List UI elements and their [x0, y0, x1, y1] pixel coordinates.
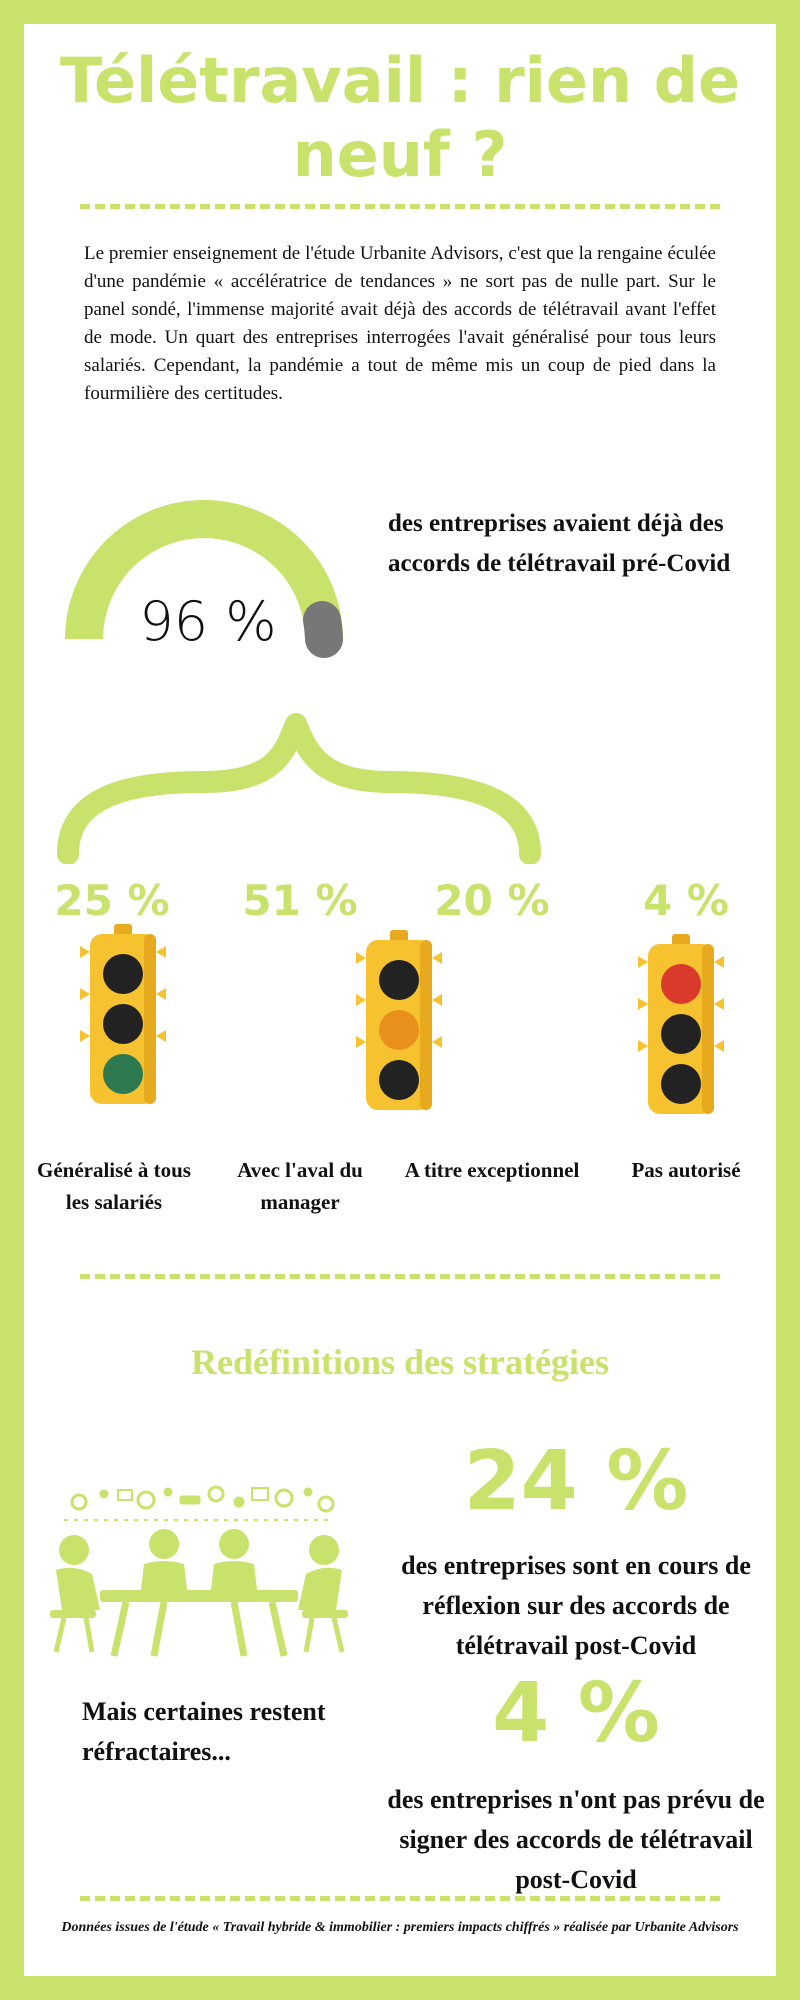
section-title: Redéfinitions des stratégies: [191, 1342, 609, 1382]
stat-24-value: 24 %: [463, 1434, 689, 1529]
gauge-chart: [65, 500, 343, 658]
stat-24-text: des entreprises sont en cours de réflexi…: [401, 1551, 751, 1660]
divider-middle: [80, 1274, 720, 1279]
traffic-light-orange-icon: [356, 930, 442, 1110]
category-aval-manager: Avec l'aval du manager: [237, 1158, 363, 1214]
gauge-rest-arc: [303, 601, 343, 658]
category-exceptionnel: A titre exceptionnel: [404, 1158, 580, 1182]
pct-pas-autorise: 4 %: [643, 876, 729, 925]
pct-exceptionnel: 20 %: [434, 876, 550, 925]
divider-top: [80, 204, 720, 209]
meeting-illustration-icon: [50, 1485, 348, 1657]
stat-4-value: 4 %: [492, 1666, 660, 1761]
infographic-page: Télétravail : rien de neuf ? Le premier …: [24, 24, 776, 1976]
pct-aval-manager: 51 %: [242, 876, 358, 925]
gauge-value: 96 %: [139, 590, 277, 653]
gauge-fill-arc: [65, 500, 343, 640]
category-pas-autorise: Pas autorisé: [631, 1158, 741, 1182]
page-title: Télétravail : rien de neuf ?: [59, 44, 741, 191]
traffic-light-green-icon: [80, 924, 166, 1104]
divider-bottom: [80, 1896, 720, 1901]
refractaires-text: Mais certaines restent réfractaires...: [82, 1697, 326, 1766]
traffic-light-red-icon: [638, 934, 724, 1114]
curly-brace-graphic: [57, 713, 541, 864]
pct-generalise: 25 %: [54, 876, 170, 925]
intro-paragraph: Le premier enseignement de l'étude Urban…: [84, 243, 716, 404]
category-generalise: Généralisé à tous les salariés: [37, 1158, 191, 1214]
source-footnote: Données issues de l'étude « Travail hybr…: [61, 1920, 739, 1935]
gauge-caption: des entreprises avaient déjà des accords…: [388, 510, 731, 577]
stat-4-text: des entreprises n'ont pas prévu de signe…: [387, 1785, 765, 1894]
